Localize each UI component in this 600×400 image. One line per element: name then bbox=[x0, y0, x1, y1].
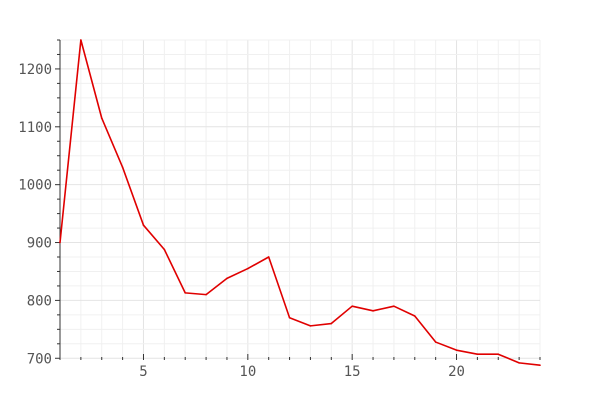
data-point bbox=[518, 362, 520, 364]
data-point bbox=[351, 305, 353, 307]
data-point bbox=[393, 305, 395, 307]
data-point bbox=[163, 248, 166, 251]
y-tick-label: 700 bbox=[27, 351, 52, 367]
data-point bbox=[59, 241, 61, 244]
plot-background bbox=[60, 40, 540, 360]
data-point bbox=[330, 322, 333, 325]
data-point bbox=[226, 277, 228, 280]
data-point bbox=[288, 316, 291, 319]
data-point bbox=[309, 325, 312, 327]
data-point bbox=[497, 353, 500, 356]
data-point bbox=[455, 349, 458, 351]
y-tick-label: 900 bbox=[27, 236, 52, 252]
data-point bbox=[267, 256, 270, 258]
series-layer bbox=[59, 39, 541, 367]
series-line bbox=[59, 39, 541, 367]
data-point bbox=[205, 293, 207, 296]
y-tick-label: 1100 bbox=[18, 120, 52, 136]
grid bbox=[59, 39, 541, 360]
data-point bbox=[80, 39, 82, 41]
x-tick-label: 5 bbox=[139, 364, 147, 380]
data-point bbox=[100, 117, 103, 119]
data-point bbox=[413, 315, 416, 317]
axes bbox=[55, 39, 541, 360]
y-tick-label: 800 bbox=[27, 293, 52, 309]
y-tick-label: 1200 bbox=[18, 62, 52, 78]
x-tick-label: 15 bbox=[344, 364, 361, 380]
data-point bbox=[476, 353, 479, 356]
data-point bbox=[121, 166, 124, 169]
data-point bbox=[434, 341, 437, 343]
x-tick-label: 10 bbox=[239, 364, 256, 380]
data-point bbox=[142, 224, 145, 226]
data-point bbox=[184, 292, 187, 294]
data-point bbox=[372, 310, 374, 312]
data-point bbox=[539, 364, 541, 367]
y-tick-label: 1000 bbox=[18, 178, 52, 194]
tick-labels: 700 800 900 1000 1100 1200 5 10 15 20 bbox=[18, 62, 465, 380]
x-tick-label: 20 bbox=[448, 364, 465, 380]
data-point bbox=[247, 267, 249, 270]
